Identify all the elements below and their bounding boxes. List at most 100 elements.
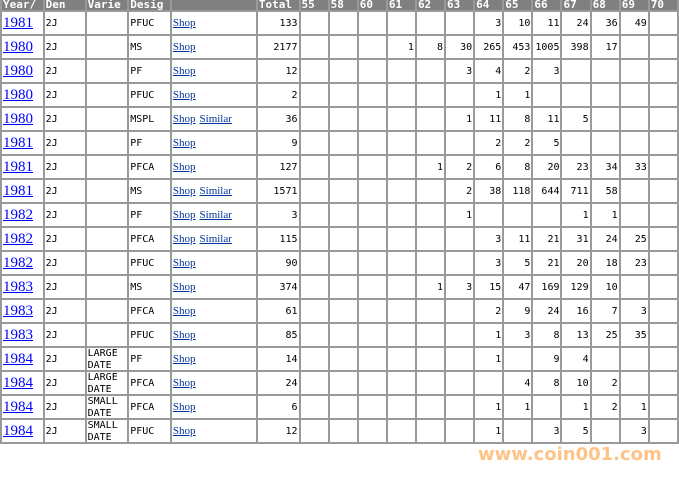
column-header[interactable]: 66 [531, 0, 563, 12]
designation-cell: PFCA [127, 394, 172, 420]
variety-text [88, 204, 127, 226]
shop-link[interactable]: Shop [172, 89, 196, 101]
similar-link[interactable]: Similar [199, 185, 232, 197]
year-link[interactable]: 1980 [3, 38, 33, 55]
column-header[interactable]: 63 [444, 0, 476, 12]
table-row: 1983 2J PFCA Shop 61 2 9 24 16 7 3 [0, 298, 679, 324]
column-header[interactable]: 62 [414, 0, 447, 12]
grade-count-cell: 24 [560, 10, 592, 36]
similar-link[interactable]: Similar [199, 113, 232, 125]
grade-count-cell [356, 274, 388, 300]
shop-link[interactable]: Shop [172, 401, 196, 413]
year-link[interactable]: 1981 [3, 14, 33, 31]
column-header[interactable]: 69 [618, 0, 650, 12]
grade-count-cell: 169 [531, 274, 563, 300]
grade-count-cell [647, 394, 679, 420]
year-link[interactable]: 1983 [3, 302, 33, 319]
grade-count-cell: 9 [531, 346, 563, 372]
year-link[interactable]: 1983 [3, 326, 33, 343]
grade-count-cell [298, 82, 330, 108]
column-header[interactable] [169, 0, 258, 12]
year-link[interactable]: 1980 [3, 62, 33, 79]
year-link[interactable]: 1981 [3, 134, 33, 151]
grade-count-cell [356, 370, 388, 396]
grade-count-cell [327, 346, 359, 372]
grade-count-cell [647, 298, 679, 324]
column-header[interactable]: 60 [356, 0, 388, 12]
column-header[interactable]: Varie [84, 0, 130, 12]
year-link[interactable]: 1984 [3, 350, 33, 367]
shop-link[interactable]: Shop [172, 161, 196, 173]
year-link[interactable]: 1982 [3, 206, 33, 223]
column-header[interactable]: Total [255, 0, 301, 12]
variety-text [88, 60, 127, 82]
grade-count-cell [414, 10, 447, 36]
grade-count-cell [647, 202, 679, 228]
shop-link[interactable]: Shop [172, 185, 196, 197]
links-cell: Shop Similar [169, 106, 258, 132]
shop-link[interactable]: Shop [172, 377, 196, 389]
variety-cell [84, 82, 130, 108]
year-link[interactable]: 1983 [3, 278, 33, 295]
grade-count-cell [356, 178, 388, 204]
column-header[interactable]: Year/ [0, 0, 45, 12]
shop-link[interactable]: Shop [172, 305, 196, 317]
shop-link[interactable]: Shop [172, 257, 196, 269]
column-header[interactable]: 67 [560, 0, 592, 12]
shop-link[interactable]: Shop [172, 137, 196, 149]
variety-cell [84, 58, 130, 84]
shop-link[interactable]: Shop [172, 281, 196, 293]
designation-cell: MS [127, 34, 172, 60]
shop-link[interactable]: Shop [172, 65, 196, 77]
grade-count-cell [298, 178, 330, 204]
year-link[interactable]: 1984 [3, 398, 33, 415]
grade-count-cell [414, 250, 447, 276]
year-link[interactable]: 1980 [3, 86, 33, 103]
column-header[interactable]: 65 [502, 0, 534, 12]
grade-count-cell [356, 298, 388, 324]
column-header[interactable]: 70 [647, 0, 679, 12]
similar-link[interactable]: Similar [199, 209, 232, 221]
shop-link[interactable]: Shop [172, 41, 196, 53]
column-header[interactable]: 64 [473, 0, 505, 12]
similar-link[interactable]: Similar [199, 233, 232, 245]
grade-count-cell [618, 82, 650, 108]
year-link[interactable]: 1984 [3, 422, 33, 439]
grade-count-cell [444, 298, 476, 324]
denomination-cell: 2J [42, 34, 87, 60]
grade-count-cell: 20 [531, 154, 563, 180]
year-link[interactable]: 1981 [3, 182, 33, 199]
shop-link[interactable]: Shop [172, 353, 196, 365]
column-header[interactable]: Den [42, 0, 87, 12]
grade-count-cell: 2 [589, 370, 621, 396]
variety-text: LARGE DATE [87, 348, 118, 370]
year-cell: 1981 [0, 130, 45, 156]
total-cell: 12 [255, 58, 301, 84]
column-header[interactable]: Desig [127, 0, 172, 12]
grade-count-cell [647, 10, 679, 36]
column-header[interactable]: 68 [589, 0, 621, 12]
table-row: 1980 2J MS Shop 2177 1 8 30 265 453 1005 398 17 [0, 34, 679, 60]
grade-count-cell [298, 34, 330, 60]
shop-link[interactable]: Shop [172, 209, 196, 221]
grade-count-cell [385, 274, 417, 300]
year-link[interactable]: 1981 [3, 158, 33, 175]
shop-link[interactable]: Shop [172, 17, 196, 29]
year-link[interactable]: 1980 [3, 110, 33, 127]
grade-count-cell [356, 154, 388, 180]
watermark: www.coin001.com [478, 444, 662, 465]
shop-link[interactable]: Shop [172, 113, 196, 125]
grade-count-cell: 4 [560, 346, 592, 372]
column-header[interactable]: 58 [327, 0, 359, 12]
shop-link[interactable]: Shop [172, 329, 196, 341]
column-header[interactable]: 55 [298, 0, 330, 12]
variety-text [88, 36, 127, 58]
variety-cell [84, 298, 130, 324]
shop-link[interactable]: Shop [172, 425, 196, 437]
year-link[interactable]: 1982 [3, 230, 33, 247]
year-link[interactable]: 1982 [3, 254, 33, 271]
column-header[interactable]: 61 [385, 0, 417, 12]
variety-text [88, 252, 127, 274]
shop-link[interactable]: Shop [172, 233, 196, 245]
year-link[interactable]: 1984 [3, 374, 33, 391]
